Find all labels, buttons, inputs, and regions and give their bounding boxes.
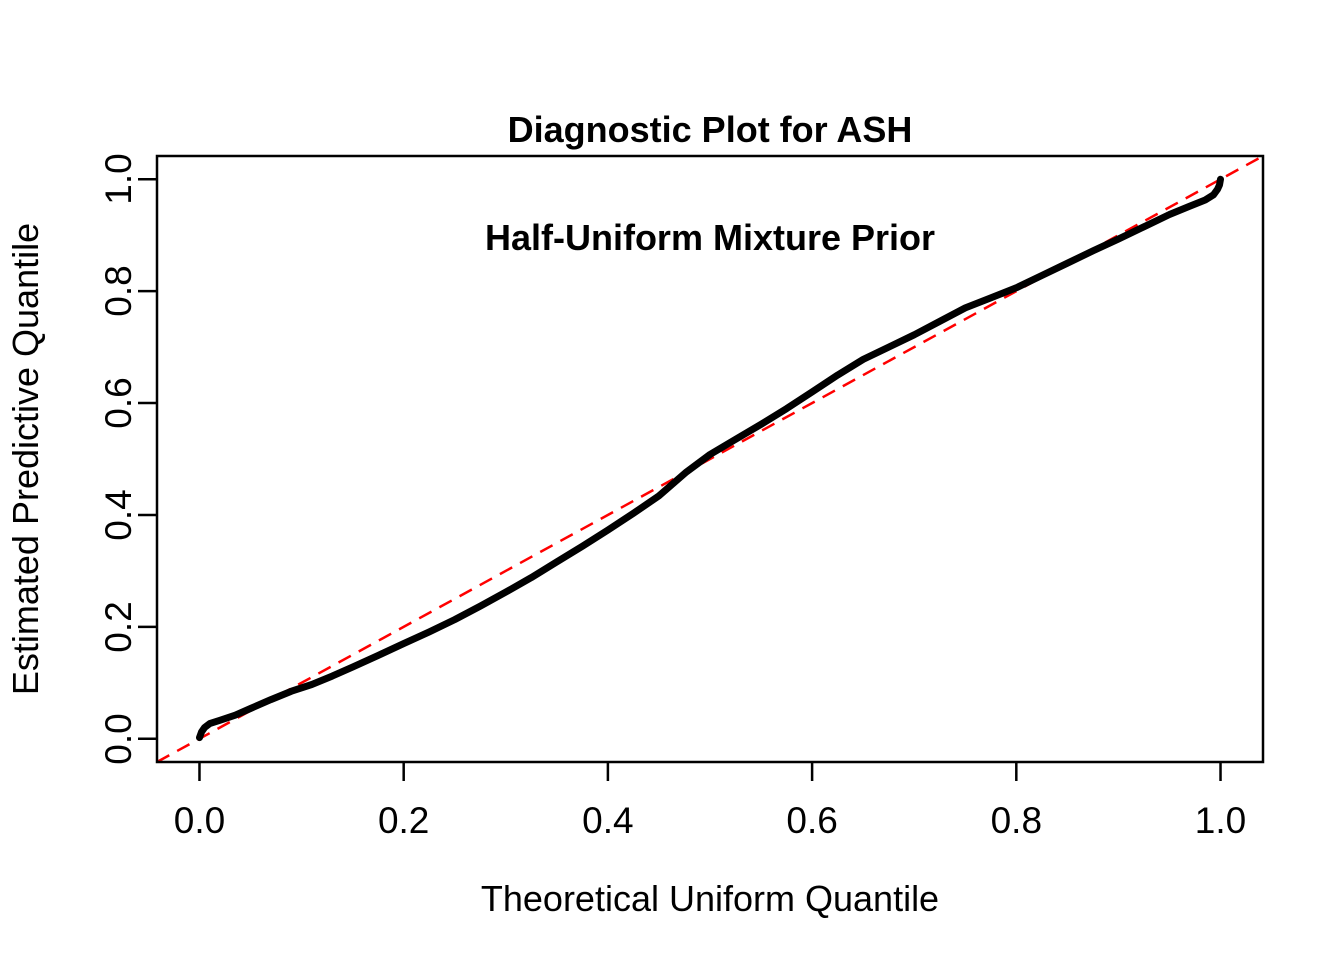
x-tick-label: 0.0 [173, 800, 226, 841]
x-tick-label: 0.4 [582, 800, 634, 841]
x-tick-label: 0.6 [786, 800, 838, 841]
x-tick-label: 1.0 [1194, 800, 1247, 841]
chart-title: Diagnostic Plot for ASH Half-Uniform Mix… [157, 40, 1263, 328]
chart-title-line-2: Half-Uniform Mixture Prior [484, 217, 936, 258]
chart-title-line-1: Diagnostic Plot for ASH [507, 109, 913, 150]
x-tick-label: 0.8 [990, 800, 1043, 841]
reference-diagonal-line [156, 154, 1264, 764]
qq-curve [196, 175, 1224, 742]
plot-frame [155, 154, 1265, 764]
x-axis-title: Theoretical Uniform Quantile [480, 878, 940, 919]
x-tick-label: 0.2 [377, 800, 430, 841]
